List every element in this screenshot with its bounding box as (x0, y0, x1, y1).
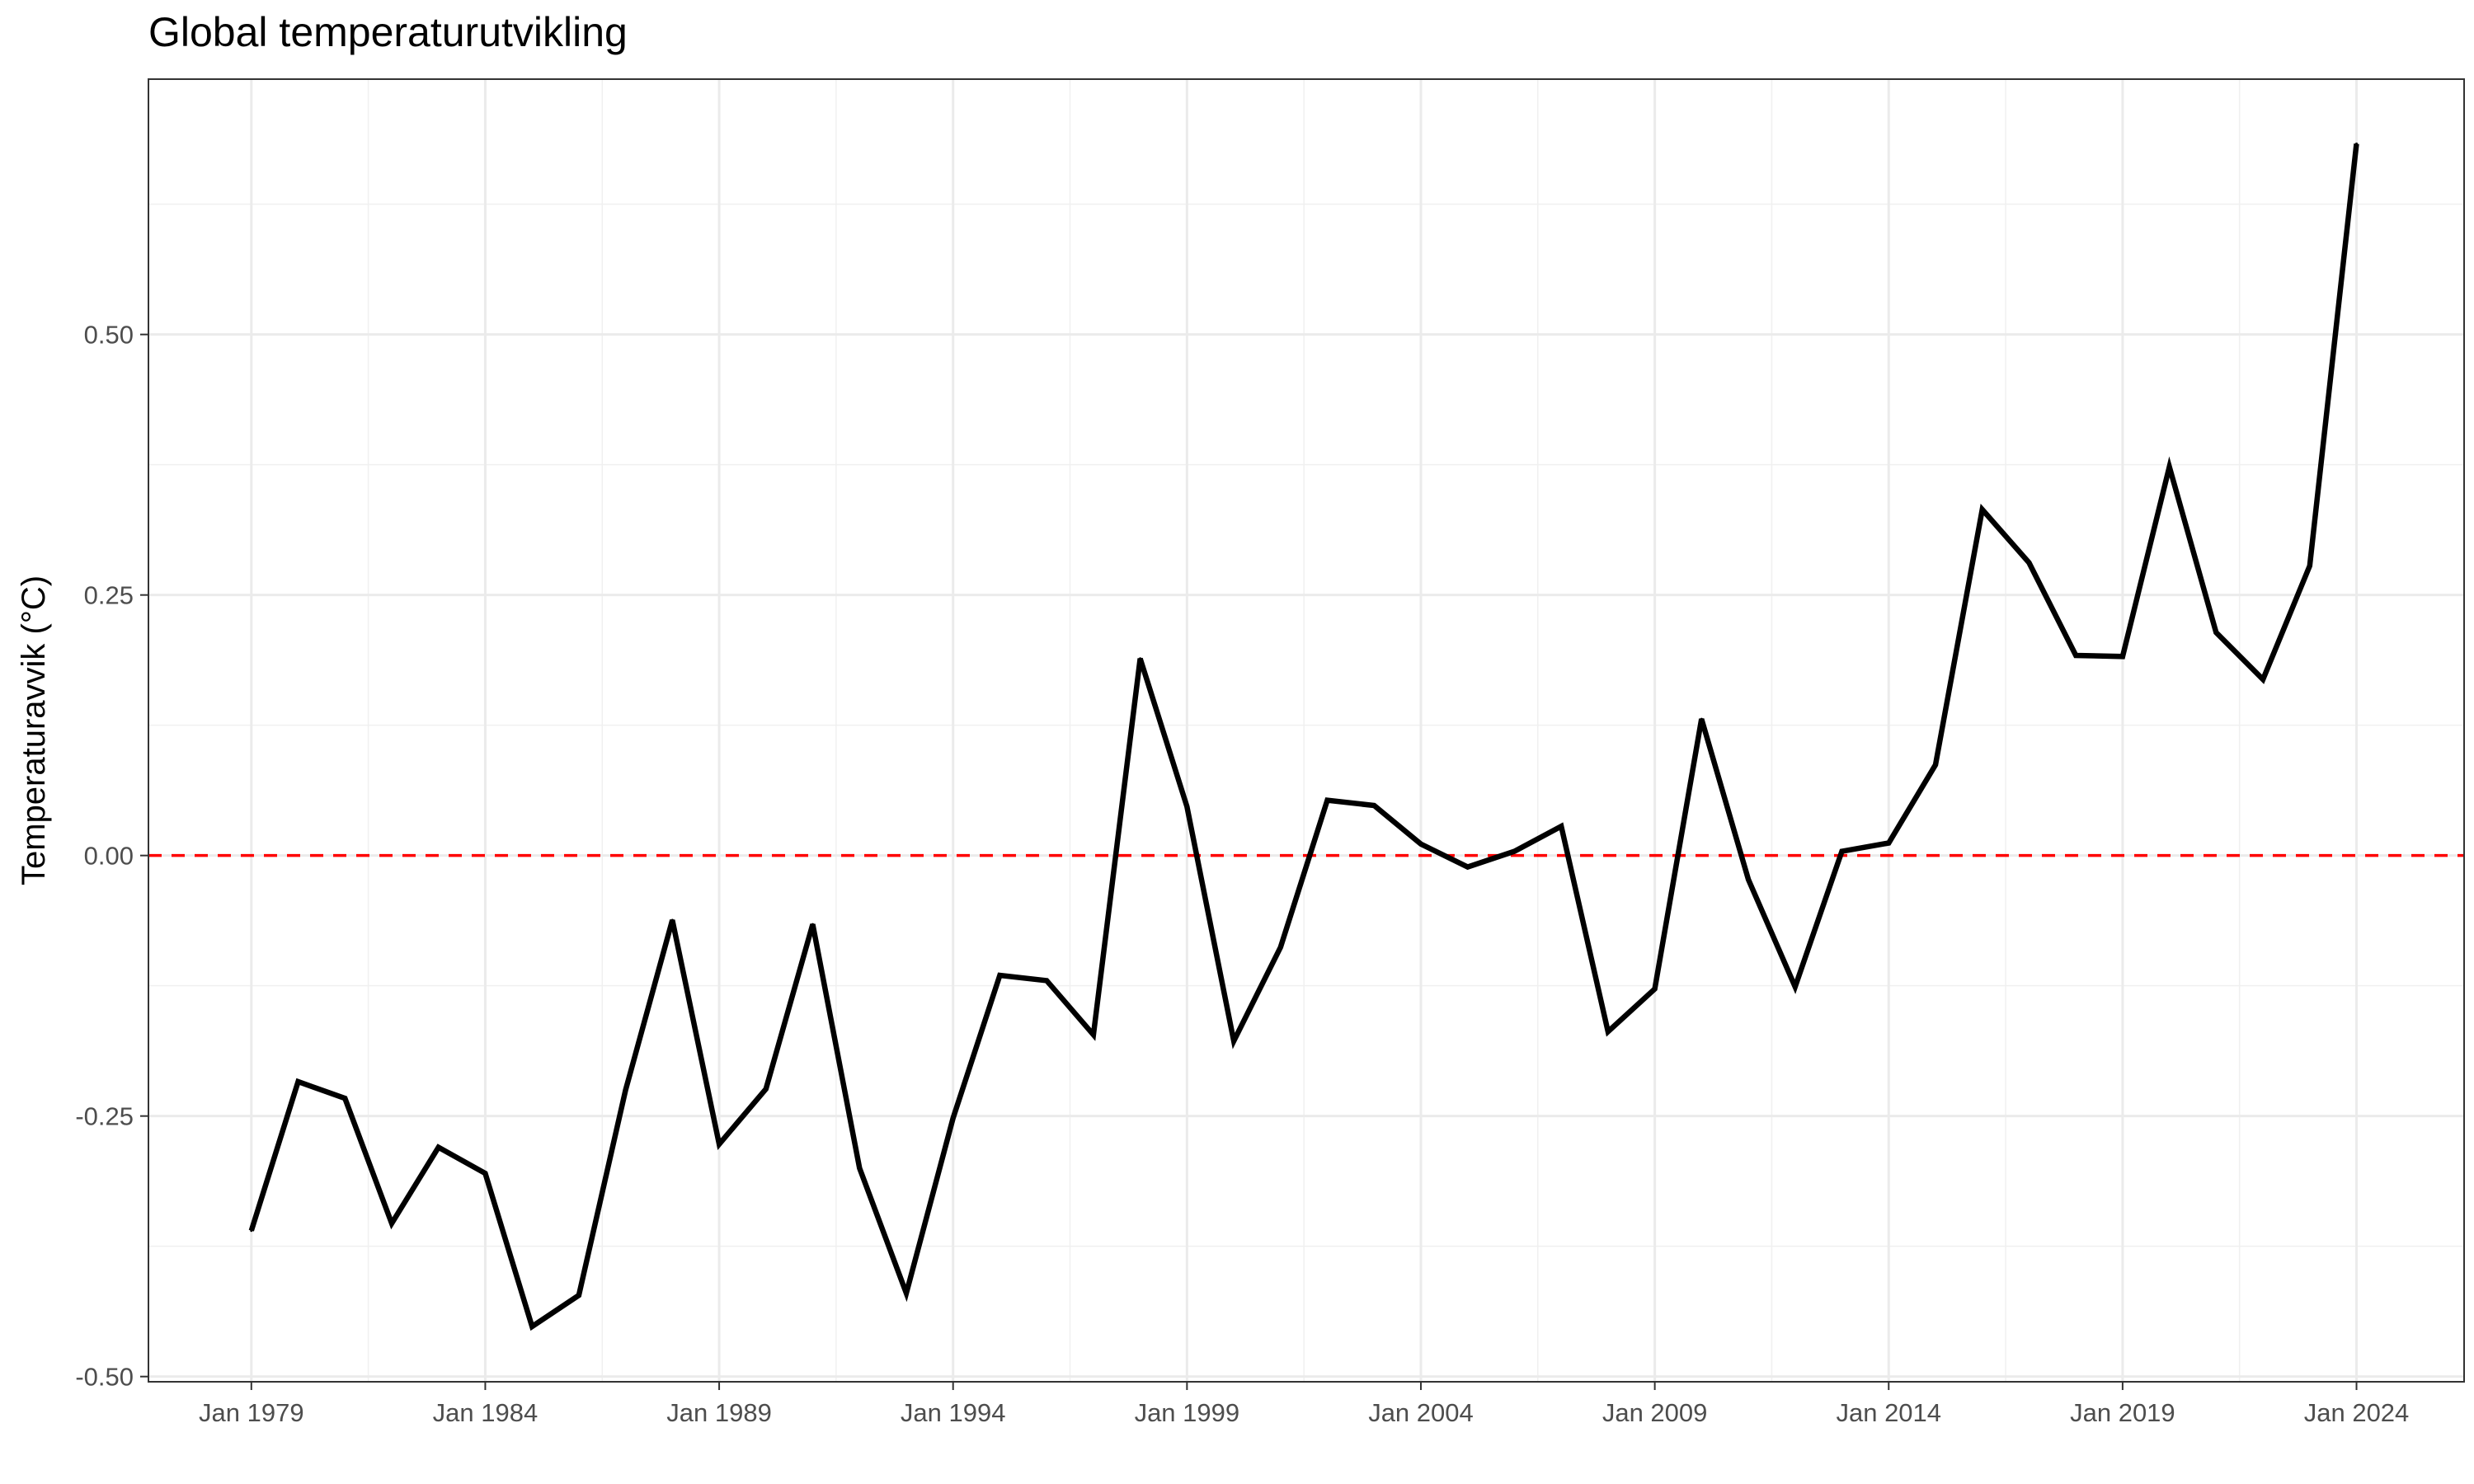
data-point (1841, 850, 1844, 853)
data-point (1419, 843, 1423, 846)
data-point (1981, 508, 1984, 511)
data-point (2214, 631, 2218, 634)
x-tick-label: Jan 2019 (2070, 1398, 2175, 1427)
data-point (2027, 561, 2030, 564)
y-tick-label: 0.50 (84, 321, 134, 350)
data-point (1887, 842, 1890, 845)
data-point (905, 1292, 908, 1295)
data-point (390, 1222, 393, 1225)
data-point (343, 1097, 346, 1100)
data-point (624, 1088, 628, 1092)
x-tick-label: Jan 1979 (199, 1398, 304, 1427)
data-point (483, 1172, 487, 1175)
data-point (1185, 805, 1188, 808)
data-point (764, 1087, 768, 1091)
data-point (670, 918, 674, 922)
data-point (1559, 824, 1563, 828)
series-layer (248, 142, 2359, 1331)
x-axis: Jan 1979 Jan 1984 Jan 1989 Jan 1994 Jan 1999… (199, 1382, 2409, 1427)
data-point (811, 923, 815, 926)
data-point (250, 1229, 253, 1233)
series-line (248, 143, 2359, 1331)
chart-title: Global temperaturutvikling (148, 9, 628, 55)
data-point (1045, 979, 1048, 982)
plot-panel-border (148, 78, 2465, 1383)
data-point (2261, 678, 2265, 681)
data-point (2168, 465, 2171, 468)
y-tick-label: 0.25 (84, 581, 134, 610)
data-point (1372, 804, 1376, 807)
y-tick-label: 0.00 (84, 842, 134, 871)
data-point (2074, 654, 2077, 657)
data-point (1606, 1030, 1610, 1033)
data-point (1279, 946, 1282, 949)
data-point (1092, 1033, 1095, 1036)
y-axis: -0.50 -0.25 0.00 0.25 0.50 (75, 321, 148, 1392)
x-tick-label: Jan 1994 (901, 1398, 1006, 1427)
data-point (998, 974, 1001, 977)
data-point (1653, 987, 1657, 990)
data-point (437, 1146, 440, 1149)
data-point (717, 1143, 721, 1146)
data-point (2308, 564, 2312, 567)
data-point (577, 1294, 581, 1297)
data-point (1326, 799, 1329, 802)
data-point (1512, 850, 1516, 853)
data-point (858, 1167, 861, 1170)
data-point (1934, 763, 1937, 767)
data-point (1139, 657, 1142, 660)
data-point (1794, 985, 1797, 989)
data-point (1232, 1040, 1235, 1043)
x-tick-label: Jan 2009 (1602, 1398, 1708, 1427)
data-point (1747, 878, 1750, 881)
data-point (297, 1080, 300, 1083)
x-tick-label: Jan 1999 (1135, 1398, 1240, 1427)
x-tick-label: Jan 1989 (666, 1398, 772, 1427)
x-tick-label: Jan 2014 (1836, 1398, 1941, 1427)
grid-minor (148, 79, 2464, 1382)
data-point (1466, 866, 1470, 869)
data-point (952, 1116, 955, 1120)
data-point (2355, 142, 2359, 145)
data-point (1700, 717, 1703, 721)
data-point (2121, 655, 2124, 658)
x-tick-label: Jan 2004 (1368, 1398, 1474, 1427)
x-tick-label: Jan 2024 (2304, 1398, 2410, 1427)
x-tick-label: Jan 1984 (433, 1398, 539, 1427)
y-tick-label: -0.50 (75, 1363, 134, 1392)
y-axis-title: Temperaturavvik (°C) (16, 575, 52, 885)
data-point (530, 1325, 534, 1328)
y-tick-label: -0.25 (75, 1102, 134, 1131)
grid-major (148, 79, 2464, 1382)
